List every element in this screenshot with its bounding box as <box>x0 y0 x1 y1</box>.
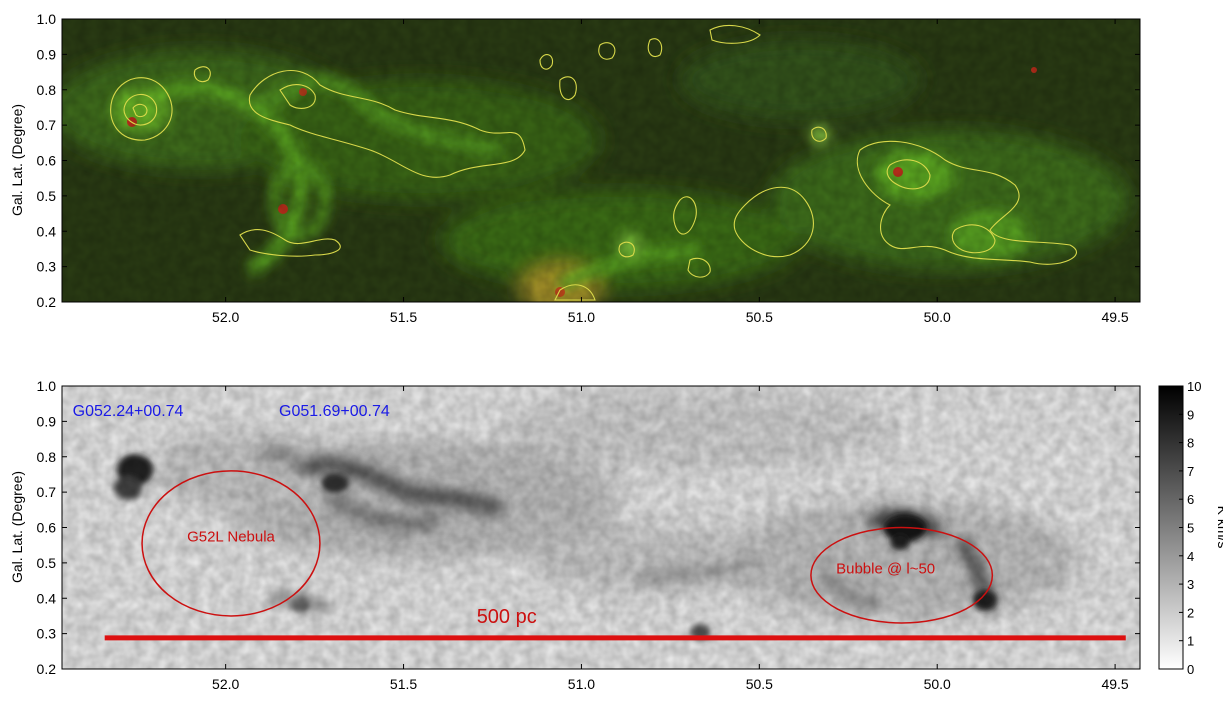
source-label-g052-24: G052.24+00.74 <box>73 403 184 420</box>
colorbar-tick-label: 0 <box>1187 662 1194 677</box>
y-tick-label: 0.2 <box>37 294 57 310</box>
colorbar-tick-label: 7 <box>1187 464 1194 479</box>
bubble-label: Bubble @ l~50 <box>836 560 935 577</box>
top-y-axis-label: Gal. Lat. (Degree) <box>9 104 25 216</box>
colorbar-tick-label: 9 <box>1187 407 1194 422</box>
top-star-noise <box>62 19 1140 302</box>
y-tick-label: 0.6 <box>37 520 57 536</box>
y-tick-label: 0.7 <box>37 117 57 133</box>
bottom-panel: G052.24+00.74 G051.69+00.74 G52L Nebula … <box>9 378 1223 692</box>
top-contours <box>110 24 1077 301</box>
y-tick-label: 0.9 <box>37 413 57 429</box>
y-tick-label: 0.8 <box>37 82 57 98</box>
scale-bar-label: 500 pc <box>477 606 537 628</box>
nebula-label: G52L Nebula <box>187 529 275 546</box>
colorbar: 0 1 2 3 4 5 6 7 8 9 10 K km/s <box>1158 379 1223 677</box>
y-tick-label: 0.5 <box>37 188 57 204</box>
colorbar-tick-label: 8 <box>1187 436 1194 451</box>
x-tick-label: 50.0 <box>924 309 951 325</box>
colorbar-tick-label: 1 <box>1187 634 1194 649</box>
bubble-ellipse <box>810 526 994 624</box>
x-tick-label: 50.5 <box>746 676 773 692</box>
y-tick-label: 0.3 <box>37 259 57 275</box>
x-tick-label: 51.0 <box>568 676 595 692</box>
y-tick-label: 0.7 <box>37 484 57 500</box>
y-tick-label: 0.4 <box>37 590 57 606</box>
colorbar-tick-label: 2 <box>1187 605 1194 620</box>
y-tick-label: 0.4 <box>37 223 57 239</box>
x-tick-label: 50.0 <box>924 676 951 692</box>
x-tick-label: 52.0 <box>212 309 239 325</box>
colorbar-tick-label: 5 <box>1187 521 1194 536</box>
y-tick-label: 0.8 <box>37 449 57 465</box>
x-tick-label: 51.5 <box>390 676 417 692</box>
top-x-axis: 52.0 51.5 51.0 50.5 50.0 49.5 <box>212 19 1129 325</box>
nebula-ellipse <box>141 470 321 617</box>
x-tick-label: 51.0 <box>568 309 595 325</box>
colorbar-ticks: 0 1 2 3 4 5 6 7 8 9 10 <box>1179 379 1201 677</box>
y-tick-label: 0.2 <box>37 661 57 677</box>
bottom-y-axis-label: Gal. Lat. (Degree) <box>9 471 25 583</box>
y-tick-label: 1.0 <box>37 11 57 27</box>
top-y-axis: 0.2 0.3 0.4 0.5 0.6 0.7 0.8 0.9 1.0 <box>37 11 1140 310</box>
bottom-annotations: G052.24+00.74 G051.69+00.74 G52L Nebula … <box>73 403 1126 641</box>
bottom-y-axis: 0.2 0.3 0.4 0.5 0.6 0.7 0.8 0.9 1.0 <box>37 378 1140 677</box>
y-tick-label: 1.0 <box>37 378 57 394</box>
top-panel: 0.2 0.3 0.4 0.5 0.6 0.7 0.8 0.9 1.0 52.0 51.5 51.0… <box>9 11 1141 325</box>
y-tick-label: 0.5 <box>37 555 57 571</box>
x-tick-label: 50.5 <box>746 309 773 325</box>
y-tick-label: 0.9 <box>37 46 57 62</box>
bottom-x-axis: 52.0 51.5 51.0 50.5 50.0 49.5 <box>212 386 1129 692</box>
x-tick-label: 49.5 <box>1101 309 1128 325</box>
colorbar-tick-label: 4 <box>1187 549 1194 564</box>
colorbar-tick-label: 6 <box>1187 492 1194 507</box>
colorbar-tick-label: 3 <box>1187 577 1194 592</box>
x-tick-label: 52.0 <box>212 676 239 692</box>
colorbar-tick-label: 10 <box>1187 379 1201 394</box>
x-tick-label: 51.5 <box>390 309 417 325</box>
y-tick-label: 0.3 <box>37 626 57 642</box>
bottom-noise <box>62 386 1140 669</box>
colorbar-label: K km/s <box>1215 506 1223 549</box>
y-tick-label: 0.6 <box>37 153 57 169</box>
x-tick-label: 49.5 <box>1101 676 1128 692</box>
source-label-g051-69: G051.69+00.74 <box>279 403 390 420</box>
